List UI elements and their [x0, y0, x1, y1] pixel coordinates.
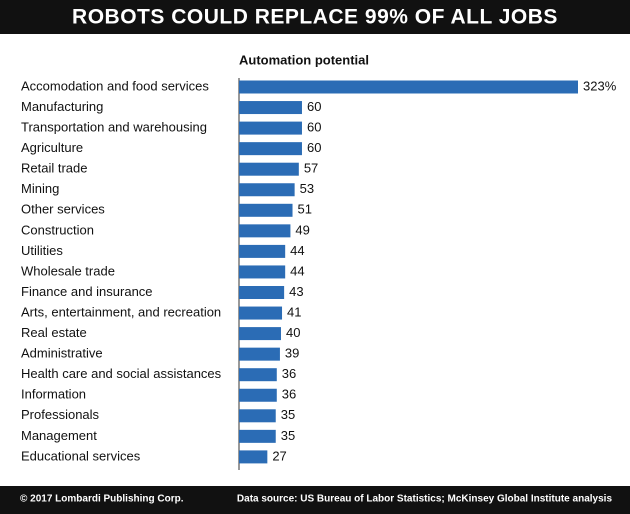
bar	[239, 224, 291, 238]
value-label: 60	[307, 140, 321, 155]
bar	[239, 162, 299, 176]
category-label: Arts, entertainment, and recreation	[21, 304, 221, 319]
category-label: Manufacturing	[21, 99, 103, 114]
value-label: 53	[300, 181, 314, 196]
value-label: 36	[282, 387, 296, 402]
category-label: Agriculture	[21, 140, 83, 155]
bar	[239, 409, 276, 423]
value-label: 43	[289, 284, 303, 299]
bar	[239, 286, 285, 299]
category-label: Wholesale trade	[21, 263, 115, 278]
bar	[239, 265, 286, 279]
category-label: Mining	[21, 181, 59, 196]
bar	[239, 142, 302, 156]
value-label: 60	[307, 120, 321, 135]
bar	[239, 347, 280, 361]
bar	[239, 388, 277, 402]
value-label: 323%	[583, 78, 617, 93]
bar	[239, 203, 293, 217]
category-label: Real estate	[21, 325, 87, 340]
category-label: Transportation and warehousing	[21, 120, 207, 135]
value-label: 41	[287, 304, 301, 319]
bar	[239, 183, 295, 197]
category-label: Information	[21, 387, 86, 402]
value-label: 57	[304, 161, 318, 176]
footer-right: Data source: US Bureau of Labor Statisti…	[237, 494, 613, 505]
category-label: Educational services	[21, 448, 141, 463]
category-label: Accomodation and food services	[21, 78, 209, 93]
category-label: Health care and social assistances	[21, 366, 222, 381]
title-bar	[0, 0, 630, 34]
value-label: 44	[290, 243, 304, 258]
bar	[239, 306, 283, 320]
bar	[239, 368, 277, 382]
category-label: Utilities	[21, 243, 63, 258]
bar	[239, 101, 302, 115]
category-label: Finance and insurance	[21, 284, 153, 299]
bar	[239, 327, 281, 341]
footer-bar	[0, 486, 630, 514]
bar	[239, 244, 286, 258]
category-label: Construction	[21, 222, 94, 237]
value-label: 36	[282, 366, 296, 381]
bar	[239, 80, 578, 94]
bar	[239, 450, 268, 464]
category-label: Other services	[21, 202, 105, 217]
category-label: Retail trade	[21, 161, 87, 176]
value-label: 35	[281, 407, 295, 422]
footer-left: © 2017 Lombardi Publishing Corp.	[20, 494, 184, 505]
category-label: Administrative	[21, 346, 103, 361]
value-label: 44	[290, 263, 304, 278]
value-label: 49	[295, 222, 309, 237]
value-label: 51	[298, 202, 312, 217]
chart-title: ROBOTS COULD REPLACE 99% OF ALL JOBS	[72, 6, 558, 29]
bar	[239, 429, 276, 443]
category-label: Professionals	[21, 407, 100, 422]
subtitle: Automation potential	[239, 52, 369, 67]
category-label: Management	[21, 428, 97, 443]
value-label: 27	[272, 448, 286, 463]
bar	[239, 121, 302, 135]
value-label: 35	[281, 428, 295, 443]
value-label: 60	[307, 99, 321, 114]
value-label: 39	[285, 346, 299, 361]
value-label: 40	[286, 325, 300, 340]
